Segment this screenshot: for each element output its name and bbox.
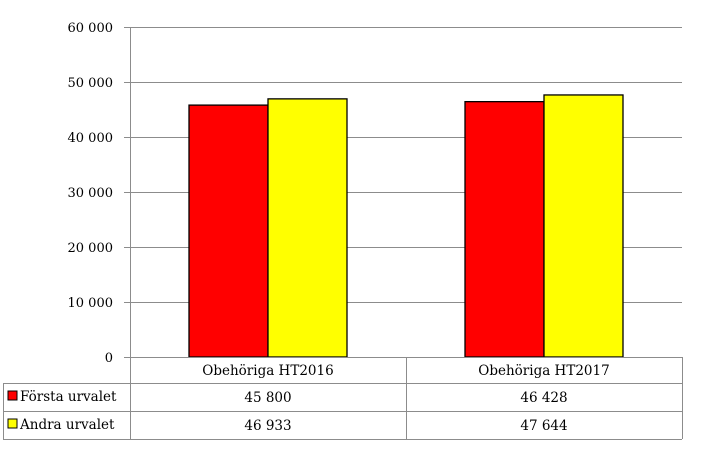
- bar: [543, 94, 624, 358]
- data-table: Obehöriga HT2016 Obehöriga HT2017 Första u…: [3, 357, 683, 440]
- x-category-label: Obehöriga HT2017: [478, 363, 609, 379]
- y-tick-label: 50 000: [68, 76, 114, 91]
- y-tick-label: 10 000: [68, 296, 114, 311]
- x-category-label: Obehöriga HT2016: [202, 363, 333, 379]
- y-tick-label: 60 000: [68, 21, 114, 36]
- legend-label: Andra urvalet: [19, 417, 115, 433]
- y-tick-label: 0: [105, 351, 113, 366]
- legend-key: [7, 390, 18, 401]
- data-label: 46 428: [520, 390, 567, 406]
- y-tick-label: 40 000: [68, 131, 114, 146]
- legend-label: Första urvalet: [20, 389, 117, 405]
- data-label: 46 933: [244, 418, 291, 434]
- y-tick-label: 20 000: [68, 241, 114, 256]
- y-axis-tick-labels: 0 10 000 20 000 30 000 40 000 50 000 60 000: [68, 21, 114, 366]
- data-label: 45 800: [244, 390, 291, 406]
- bar: [267, 98, 348, 358]
- bar: [188, 104, 269, 358]
- bar: [464, 100, 545, 358]
- data-label: 47 644: [520, 418, 567, 434]
- bars: [188, 94, 624, 358]
- legend-key: [7, 418, 18, 429]
- y-tick-label: 30 000: [68, 186, 114, 201]
